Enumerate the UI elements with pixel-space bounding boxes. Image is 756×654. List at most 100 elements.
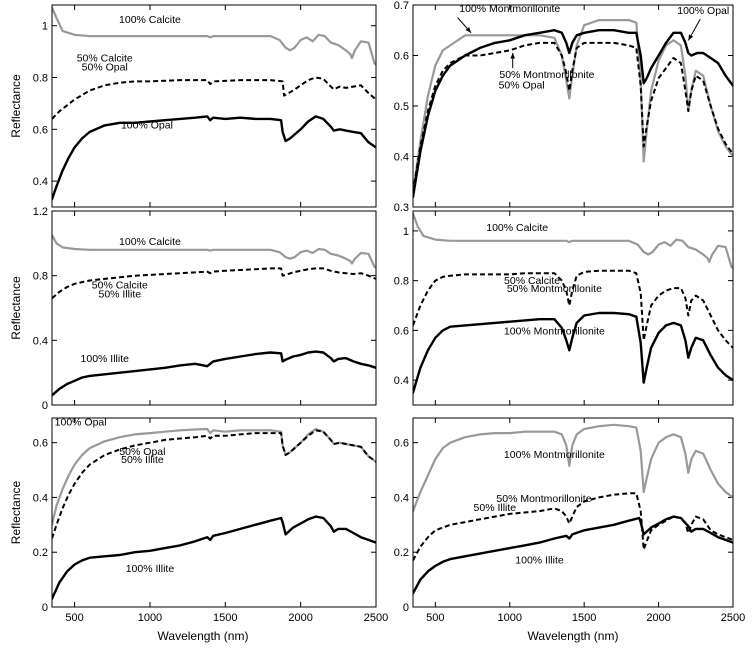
y-tick-label: 0.4	[33, 176, 48, 188]
annotation-label: 50% Calcite	[504, 275, 560, 287]
annotation-label: 100% Calcite	[119, 236, 181, 248]
series-line	[413, 29, 733, 199]
y-tick-label: 1.2	[33, 206, 48, 218]
annotation-label: 50% Illite	[121, 454, 164, 466]
annotation-label: 50% Montmorillonite	[496, 493, 591, 505]
annotation-label: 50% Montmorillonite	[507, 283, 602, 295]
annotation-label: 50% Opal	[82, 61, 128, 73]
series-line	[52, 515, 376, 600]
plot-frame	[51, 4, 377, 208]
series-line	[413, 515, 733, 595]
plot-frame	[51, 210, 377, 406]
series-line	[413, 311, 733, 394]
x-tick-label: 2500	[721, 612, 745, 624]
series-line	[413, 423, 733, 513]
series-line	[52, 76, 376, 120]
x-tick-label: 2500	[364, 612, 388, 624]
arrow-head	[688, 34, 694, 41]
annotation-label: 100% Calcite	[486, 222, 548, 234]
series-line	[413, 41, 733, 192]
x-tick-label: 500	[65, 612, 83, 624]
y-axis-title: Reflectance	[9, 276, 23, 340]
plot-frame	[412, 4, 734, 208]
y-tick-label: 0.3	[394, 202, 409, 214]
plot-frame	[412, 417, 734, 608]
annotation-label: 50% Opal	[499, 79, 545, 91]
y-axis-title: Reflectance	[9, 480, 23, 544]
annotation-label: 50% Calcite	[92, 280, 148, 292]
y-tick-label: 0.4	[33, 492, 48, 504]
y-tick-label: 0.4	[33, 335, 48, 347]
series-line	[52, 6, 376, 66]
x-tick-label: 500	[426, 612, 444, 624]
annotation-label: 100% Opal	[121, 119, 173, 131]
arrow-head	[465, 27, 472, 33]
plot-frame	[51, 417, 377, 608]
series-line	[413, 269, 733, 349]
annotation-label: 100% Illite	[81, 353, 130, 365]
series-line	[52, 267, 376, 300]
x-axis-title-left: Wavelength (nm)	[158, 629, 249, 643]
annotation-label: 100% Calcite	[119, 14, 181, 26]
y-tick-label: 0	[42, 400, 48, 412]
panel-6: 500 1000 1500 2000 2500 0 0.2 0.4 0.6 100% Montmo…	[394, 417, 745, 624]
x-axis-title-right: Wavelength (nm)	[528, 629, 619, 643]
x-tick-label: 2000	[646, 612, 670, 624]
y-tick-label: 0.2	[394, 547, 409, 559]
annotation-label: 100% Illite	[126, 563, 175, 575]
panel-2: 0.3 0.4 0.5 0.6 0.7 100% Montmorillonite 50% M…	[394, 0, 734, 214]
annotation-label: 50% Illite	[474, 502, 517, 514]
y-tick-label: 0	[403, 602, 409, 614]
x-tick-label: 1000	[138, 612, 162, 624]
series-line	[52, 234, 376, 269]
x-tick-label: 1500	[572, 612, 596, 624]
y-tick-label: 0.6	[33, 124, 48, 136]
y-tick-label: 1	[42, 21, 48, 33]
y-tick-label: 0.6	[394, 51, 409, 63]
y-tick-label: 0.4	[394, 492, 409, 504]
y-tick-label: 0.7	[394, 0, 409, 12]
annotation-label: 50% Illite	[99, 288, 142, 300]
y-tick-label: 0.5	[394, 101, 409, 113]
arrow-head	[510, 52, 516, 59]
y-tick-label: 0.6	[33, 438, 48, 450]
series-line	[52, 429, 376, 539]
y-tick-label: 0.8	[33, 271, 48, 283]
y-tick-label: 0.2	[33, 547, 48, 559]
y-tick-label: 0.4	[394, 152, 409, 164]
annotation-label: 100% Montmorillonite	[504, 449, 605, 461]
annotation-label: 100% Illite	[515, 555, 564, 567]
annotation-label: 50% Opal	[119, 446, 165, 458]
x-tick-label: 1500	[213, 612, 237, 624]
series-line	[413, 212, 733, 270]
y-tick-label: 0.4	[394, 375, 409, 387]
x-tick-label: 1000	[498, 612, 522, 624]
series-line	[52, 115, 376, 201]
annotation-label: 100% Montmorillonite	[504, 325, 605, 337]
series-line	[52, 350, 376, 397]
panel-5: 500 1000 1500 2000 2500 0 0.2 0.4 0.6 100% Opal 50…	[9, 417, 388, 624]
plot-frame	[412, 210, 734, 406]
y-tick-label: 0.6	[394, 325, 409, 337]
y-tick-label: 0.8	[33, 73, 48, 85]
label-leaders	[457, 17, 701, 69]
annotation-label: 50% Montmorillonite	[499, 69, 594, 81]
y-tick-label: 0	[42, 602, 48, 614]
annotation-label: 50% Calcite	[77, 52, 133, 64]
y-tick-label: 1	[403, 226, 409, 238]
y-axis-title: Reflectance	[9, 74, 23, 138]
series-line	[52, 427, 376, 526]
annotation-label: 100% Opal	[55, 417, 107, 429]
y-tick-label: 0.6	[394, 438, 409, 450]
y-tick-label: 0.8	[394, 276, 409, 288]
x-tick-label: 2000	[288, 612, 312, 624]
series-line	[413, 19, 733, 193]
annotation-label: 100% Opal	[677, 5, 729, 17]
annotation-label: 100% Montmorillonite	[459, 3, 560, 15]
